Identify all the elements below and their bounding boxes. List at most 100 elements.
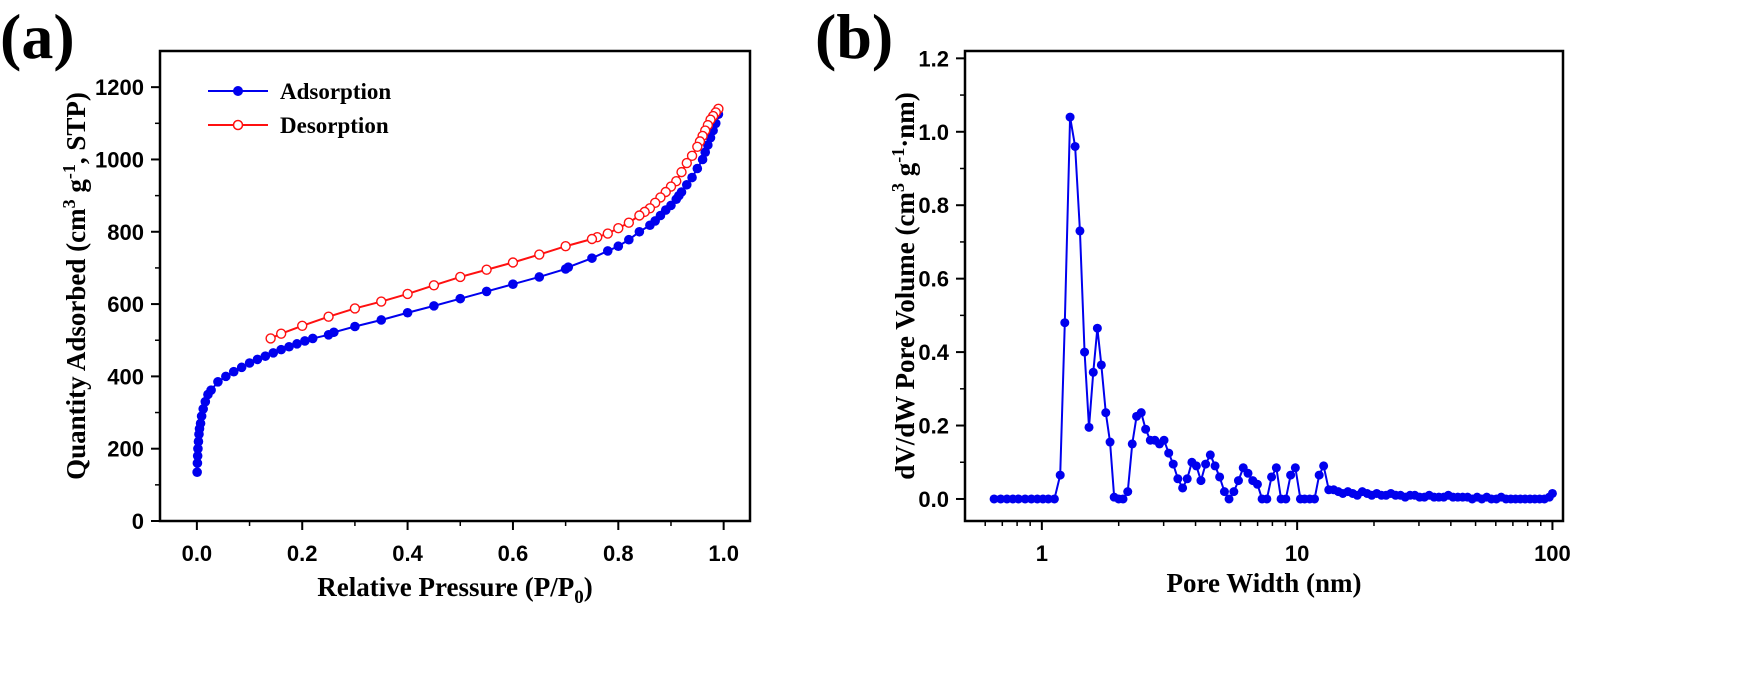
data-point-adsorption: [193, 436, 204, 447]
y-tick-label: 1000: [95, 147, 144, 172]
y-tick-label: 0.8: [918, 193, 949, 218]
legend-adsorption-label: Adsorption: [280, 79, 391, 104]
data-point-pore-volume: [1080, 347, 1090, 357]
data-point-adsorption: [193, 443, 203, 454]
data-point-desorption: [623, 217, 635, 228]
data-point-pore-volume: [1105, 437, 1115, 447]
data-point-pore-volume: [1168, 459, 1178, 469]
adsorption-plot-ticks: 0.0 0.2 0.4 0.6 0.8 1.0 0 200 400 600 800 1000 1200: [95, 75, 739, 566]
y-tick-label: 400: [107, 364, 144, 389]
pore-plot-frame: [963, 49, 1565, 523]
data-point-pore-volume: [1319, 461, 1329, 471]
data-point-pore-volume: [1055, 470, 1065, 480]
data-point-adsorption: [376, 315, 387, 325]
data-point-desorption: [634, 210, 645, 221]
data-point-adsorption: [692, 163, 703, 174]
data-point-pore-volume: [1191, 461, 1201, 471]
x-tick-label: 1.0: [708, 541, 739, 566]
data-point-pore-volume: [1060, 318, 1070, 328]
data-point-pore-volume: [1290, 463, 1300, 473]
data-point-adsorption: [455, 293, 466, 304]
adsorption-x-axis-title: Relative Pressure (P/P0): [317, 572, 592, 608]
data-point-pore-volume: [1205, 450, 1215, 460]
y-tick-label: 200: [107, 437, 144, 462]
y-tick-label: 0.2: [918, 414, 949, 439]
data-point-desorption: [481, 264, 492, 275]
data-point-adsorption: [195, 418, 206, 429]
data-point-pore-volume: [1088, 367, 1098, 377]
x-tick-label: 10: [1285, 541, 1309, 566]
legend-desorption-marker: [232, 119, 244, 131]
data-point-pore-volume: [1178, 483, 1188, 493]
data-point-pore-volume: [1065, 112, 1075, 122]
data-point-adsorption: [613, 241, 624, 252]
data-point-pore-volume: [1219, 487, 1229, 497]
data-point-adsorption: [687, 172, 697, 183]
data-point-pore-volume: [1096, 360, 1106, 370]
data-point-pore-volume: [1136, 408, 1146, 418]
data-point-desorption: [297, 320, 308, 331]
data-point-adsorption: [307, 333, 318, 344]
data-point-pore-volume: [1310, 494, 1320, 504]
x-tick-label: 0.6: [498, 541, 529, 566]
data-point-adsorption: [221, 371, 231, 382]
y-tick-label: 0.4: [918, 340, 949, 365]
data-point-adsorption: [602, 246, 613, 256]
panel-b: (b) 1 10 100 0.0 0.2 0.4 0.6 0.8 1.0 1.2 Pore Wid…: [815, 1, 1571, 598]
data-point-pore-volume: [1075, 226, 1085, 236]
data-point-pore-volume: [1233, 476, 1243, 486]
data-point-adsorption: [276, 344, 286, 355]
y-tick-label: 800: [107, 220, 144, 245]
data-point-pore-volume: [1127, 439, 1137, 449]
data-point-pore-volume: [1118, 494, 1128, 504]
data-point-adsorption: [634, 226, 645, 237]
y-tick-label: 600: [107, 292, 144, 317]
data-point-pore-volume: [1271, 463, 1281, 473]
data-point-pore-volume: [1547, 488, 1557, 498]
adsorption-y-axis-title: Quantity Adsorbed (cm3 g-1, STP): [59, 92, 91, 480]
pore-plot-ticks: 1 10 100 0.0 0.2 0.4 0.6 0.8 1.0 1.2: [918, 46, 1570, 566]
panel-a-label: (a): [0, 1, 75, 72]
data-point-adsorption: [260, 351, 271, 361]
data-point-pore-volume: [1267, 472, 1277, 482]
data-point-adsorption: [329, 327, 339, 338]
data-point-desorption: [586, 233, 598, 245]
data-point-adsorption: [429, 301, 439, 311]
data-point-desorption: [676, 166, 687, 178]
data-point-adsorption: [587, 253, 597, 263]
data-point-adsorption: [206, 385, 216, 395]
data-point-pore-volume: [1229, 487, 1239, 497]
data-point-adsorption: [292, 339, 302, 349]
data-point-pore-volume: [1252, 479, 1262, 489]
data-point-desorption: [376, 296, 387, 307]
data-point-adsorption: [196, 411, 207, 421]
data-point-adsorption: [252, 354, 263, 365]
data-point-adsorption: [563, 262, 574, 273]
x-tick-label: 100: [1534, 541, 1571, 566]
data-point-adsorption: [350, 321, 360, 332]
data-point-pore-volume: [996, 494, 1006, 504]
y-tick-label: 0.0: [918, 487, 949, 512]
pore-plot-series: [989, 112, 1557, 504]
data-point-desorption: [681, 157, 692, 169]
data-point-pore-volume: [1215, 472, 1225, 482]
data-point-pore-volume: [1092, 323, 1102, 333]
data-point-adsorption: [402, 307, 413, 318]
data-point-pore-volume: [1159, 435, 1169, 445]
data-point-adsorption: [192, 458, 203, 468]
data-point-pore-volume: [1173, 474, 1183, 484]
data-point-pore-volume: [1020, 494, 1030, 504]
data-point-pore-volume: [1123, 487, 1133, 497]
data-point-pore-volume: [1101, 408, 1111, 418]
legend-desorption-label: Desorption: [280, 113, 389, 138]
data-point-adsorption: [192, 467, 202, 477]
data-point-desorption: [349, 303, 361, 314]
x-tick-label: 0.4: [392, 541, 423, 566]
adsorption-plot-series: [192, 103, 724, 477]
data-point-desorption: [560, 241, 571, 252]
x-tick-label: 1: [1036, 541, 1048, 566]
series-line-adsorption: [196, 113, 720, 473]
data-point-adsorption: [534, 272, 545, 282]
series-line-pore-volume: [994, 116, 1554, 501]
y-tick-label: 0.6: [918, 267, 949, 292]
